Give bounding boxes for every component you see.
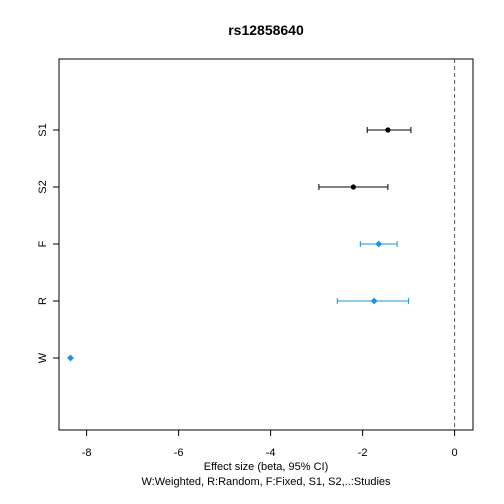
y-axis: S1 S2 F R W — [37, 123, 60, 363]
chart-title: rs12858640 — [228, 22, 304, 38]
y-tick-label: R — [37, 297, 49, 305]
point-estimate-R — [370, 297, 378, 305]
y-tick-label: S1 — [37, 123, 49, 136]
plot-frame — [58, 58, 474, 431]
x-axis-label: Effect size (beta, 95% CI) — [204, 461, 329, 473]
y-tick-label: W — [37, 352, 49, 363]
x-tick-label: 0 — [452, 447, 458, 459]
point-estimate-S1 — [385, 127, 391, 133]
y-tick-label: F — [37, 240, 49, 247]
x-axis: -8 -6 -4 -2 0 — [82, 429, 458, 459]
point-estimate-S2 — [350, 184, 356, 190]
x-tick-label: -2 — [358, 447, 368, 459]
y-tick-label: S2 — [37, 180, 49, 193]
x-tick-label: -8 — [82, 447, 92, 459]
data-marks — [67, 127, 412, 362]
point-estimate-W — [67, 354, 74, 362]
x-tick-label: -4 — [266, 447, 276, 459]
point-estimate-F — [375, 240, 383, 248]
x-tick-label: -6 — [174, 447, 184, 459]
chart-subtitle: W:Weighted, R:Random, F:Fixed, S1, S2,..… — [141, 476, 391, 488]
